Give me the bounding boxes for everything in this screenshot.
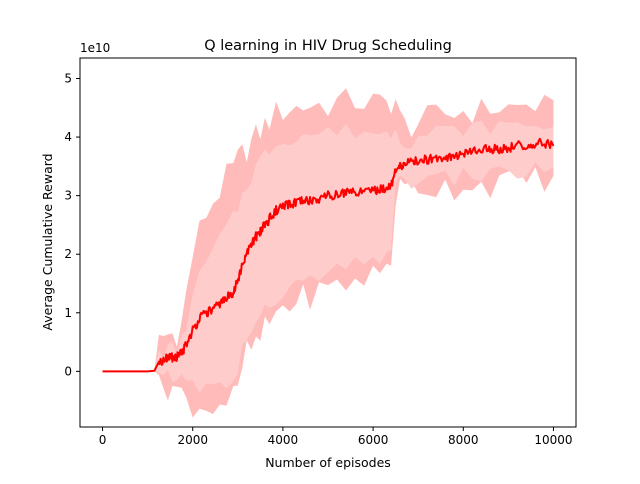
x-tick-label: 2000 xyxy=(177,433,208,447)
y-axis-ticks: 0 1 2 3 4 5 xyxy=(64,72,80,378)
x-tick-label: 6000 xyxy=(358,433,389,447)
x-axis-label: Number of episodes xyxy=(265,455,391,470)
inner-confidence-band xyxy=(102,120,554,393)
chart-title: Q learning in HIV Drug Scheduling xyxy=(204,38,452,54)
y-axis-label: Average Cumulative Reward xyxy=(40,153,55,330)
y-tick-label: 2 xyxy=(64,247,72,261)
axes-frame xyxy=(79,57,577,428)
x-axis-ticks: 0 2000 4000 6000 8000 10000 xyxy=(99,427,573,447)
mean-reward-line xyxy=(102,137,555,373)
plot-area xyxy=(102,88,555,418)
y-tick-label: 3 xyxy=(64,189,72,203)
y-multiplier-label: 1e10 xyxy=(80,41,110,55)
x-tick-label: 0 xyxy=(99,433,107,447)
y-tick-label: 0 xyxy=(64,364,72,378)
x-tick-label: 4000 xyxy=(268,433,299,447)
y-tick-label: 4 xyxy=(64,130,72,144)
x-tick-label: 10000 xyxy=(534,433,572,447)
y-tick-label: 1 xyxy=(64,306,72,320)
y-tick-label: 5 xyxy=(64,72,72,86)
x-tick-label: 8000 xyxy=(448,433,479,447)
